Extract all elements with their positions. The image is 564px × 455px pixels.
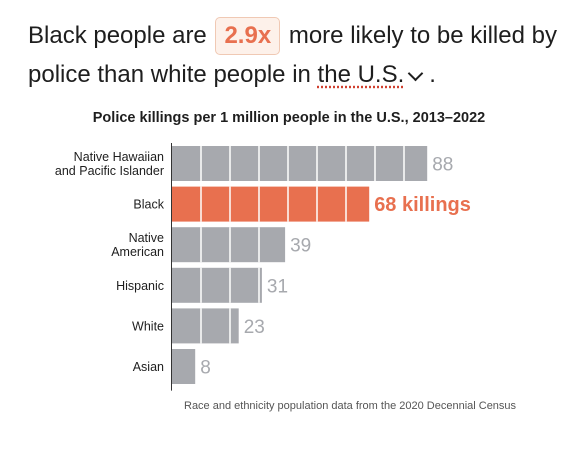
category-label: American	[111, 245, 164, 259]
bar	[172, 227, 286, 263]
headline: Black people are 2.9x more likely to be …	[28, 16, 558, 94]
chart-title: Police killings per 1 million people in …	[92, 110, 486, 126]
headline-period: .	[429, 61, 436, 88]
bar	[172, 267, 262, 303]
category-label: Native	[129, 231, 164, 245]
bar	[172, 146, 428, 181]
value-label: 39	[290, 236, 311, 257]
geography-label[interactable]: the U.S.	[317, 61, 405, 88]
bar	[172, 186, 370, 222]
category-label: Hispanic	[116, 279, 164, 293]
value-label: 88	[432, 155, 453, 176]
geography-selector[interactable]: the U.S.	[318, 61, 405, 88]
value-label: 23	[244, 317, 265, 338]
category-label: Asian	[133, 360, 164, 374]
chart-source-note: Race and ethnicity population data from …	[184, 400, 517, 412]
category-label: Black	[133, 198, 164, 212]
value-label: 68 killings	[374, 194, 471, 216]
category-label: White	[132, 319, 164, 333]
bar	[172, 349, 196, 384]
value-label: 8	[200, 358, 211, 379]
category-label: Native Hawaiian	[74, 150, 164, 164]
headline-text-1: Black people are	[28, 22, 207, 49]
headline-text-2: more likely to be killed by police than …	[28, 22, 557, 88]
ratio-badge: 2.9x	[215, 17, 281, 55]
bar	[172, 308, 239, 344]
value-label: 31	[267, 276, 288, 297]
category-label: and Pacific Islander	[55, 164, 164, 178]
